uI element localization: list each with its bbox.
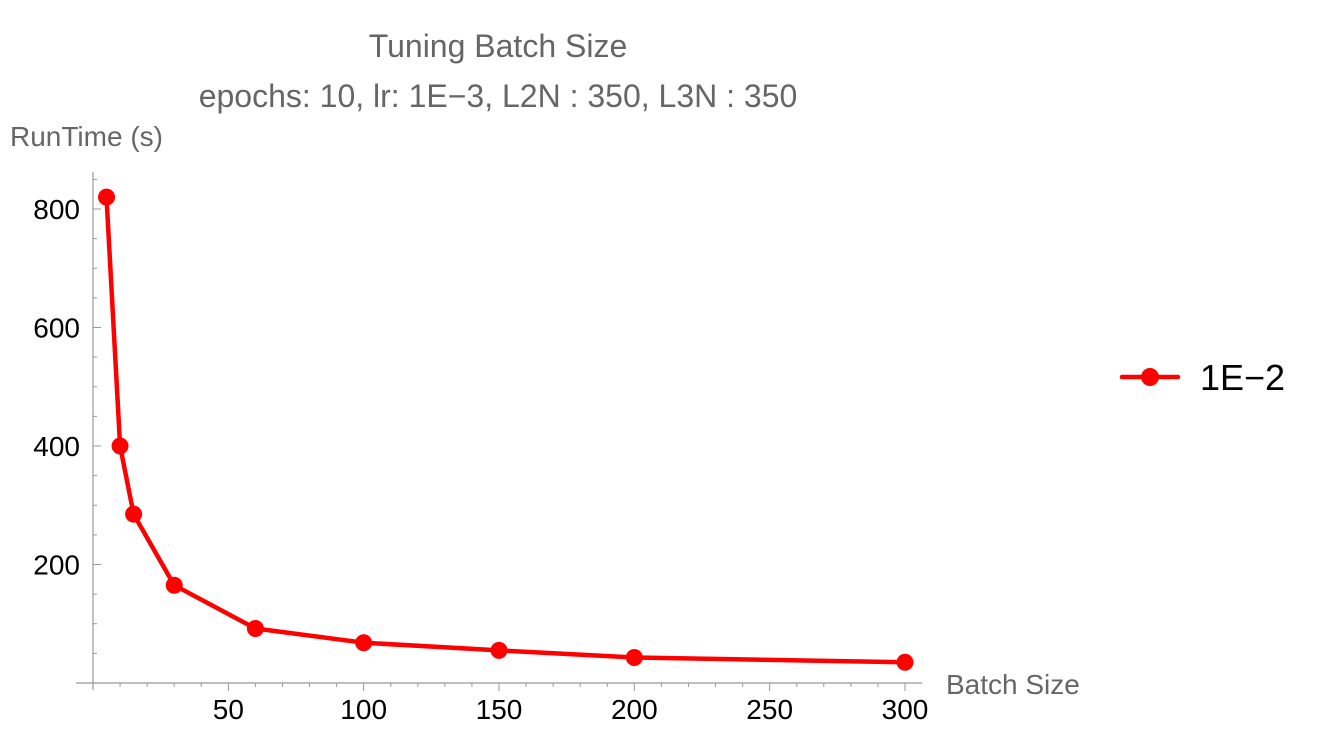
data-point xyxy=(355,634,373,652)
data-point xyxy=(625,649,643,667)
legend-label: 1E−2 xyxy=(1200,357,1285,398)
x-axis-label: Batch Size xyxy=(946,669,1080,700)
legend-marker xyxy=(1141,368,1159,386)
x-tick-label: 50 xyxy=(213,694,244,725)
y-tick-label: 800 xyxy=(33,194,80,225)
data-point xyxy=(896,653,914,671)
data-point xyxy=(111,437,129,455)
series-line xyxy=(104,194,908,665)
x-tick-label: 300 xyxy=(882,694,929,725)
data-point xyxy=(490,641,508,659)
data-point xyxy=(165,576,183,594)
y-tick-label: 200 xyxy=(33,550,80,581)
y-tick-label: 600 xyxy=(33,313,80,344)
data-point xyxy=(98,188,116,206)
x-tick-label: 150 xyxy=(476,694,523,725)
ticks xyxy=(93,178,906,691)
data-point xyxy=(125,505,143,523)
series-layer xyxy=(98,188,914,671)
chart-title: Tuning Batch Size xyxy=(369,28,628,64)
x-tick-label: 200 xyxy=(611,694,658,725)
data-point xyxy=(246,619,264,637)
x-tick-label: 100 xyxy=(340,694,387,725)
axes xyxy=(76,172,922,690)
legend: 1E−2 xyxy=(1119,357,1285,398)
tick-labels: 50 100 150 200 250 300 200 400 600 800 xyxy=(33,194,928,725)
y-tick-label: 400 xyxy=(33,431,80,462)
y-axis-label: RunTime (s) xyxy=(10,121,163,152)
chart-subtitle: epochs: 10, lr: 1E−3, L2N : 350, L3N : 3… xyxy=(199,78,798,114)
x-tick-label: 250 xyxy=(746,694,793,725)
